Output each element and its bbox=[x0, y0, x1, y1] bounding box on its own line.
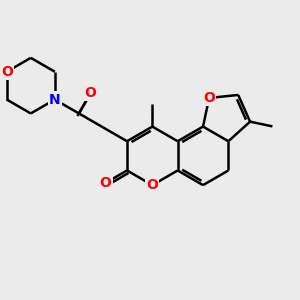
Text: O: O bbox=[203, 91, 215, 105]
Text: O: O bbox=[1, 65, 13, 79]
Text: O: O bbox=[85, 86, 97, 100]
Text: O: O bbox=[100, 176, 111, 190]
Text: N: N bbox=[49, 92, 61, 106]
Text: O: O bbox=[146, 178, 158, 192]
